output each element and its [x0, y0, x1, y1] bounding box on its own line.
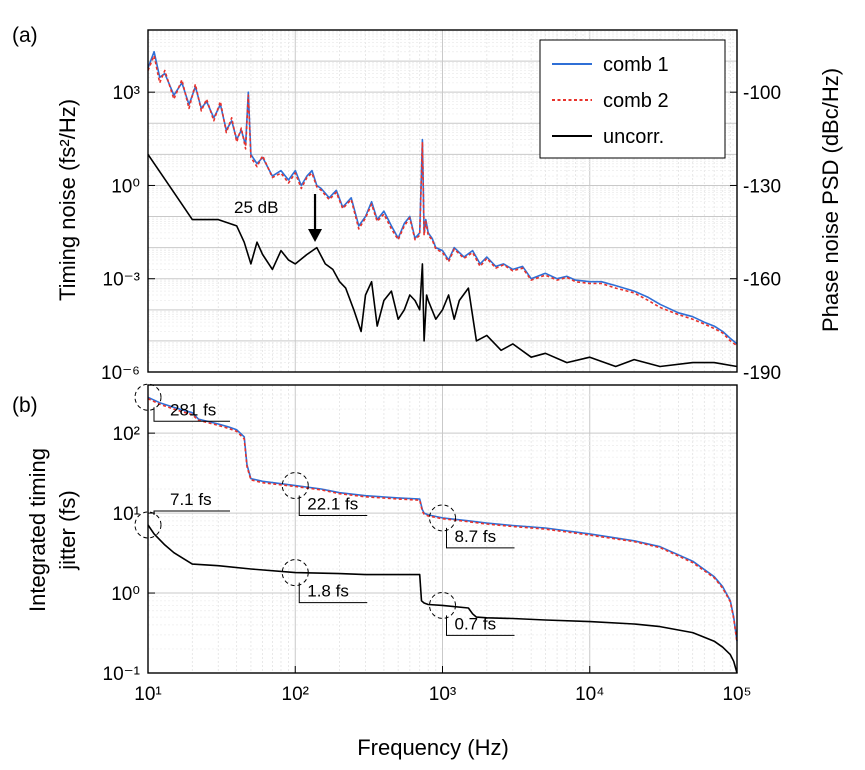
- legend: comb 1 comb 2 uncorr.: [539, 39, 726, 159]
- legend-label: comb 1: [603, 54, 669, 76]
- annotation-25-db: 25 dB: [234, 198, 278, 217]
- x-tick-label: 10²: [282, 684, 309, 705]
- panel-a-right-y-tick-label: -160: [743, 270, 781, 291]
- panel-a-right-y-axis-label: Phase noise PSD (dBc/Hz): [818, 68, 843, 332]
- panel-b-ticks: 10⁻¹ 10⁰ 10¹ 10² 10¹ 10² 10³ 10⁴ 10⁵: [103, 424, 752, 705]
- panel-a-right-y-tick-label: -130: [743, 176, 781, 197]
- annotation-label: 281 fs: [170, 400, 216, 419]
- panel-a-series-line: [147, 153, 738, 368]
- panel-b-annotations: 281 fs 22.1 fs 8.7 fs 7.1 fs 1.8 fs 0.7 fs: [134, 383, 515, 636]
- annotation-label: 0.7 fs: [455, 614, 497, 633]
- panel-a-frame: [147, 29, 738, 373]
- annotation-leader: [446, 615, 515, 636]
- panel-a-right-y-tick-label: -100: [743, 83, 781, 104]
- panel-a-y-tick-label: 10⁻⁶: [101, 363, 140, 384]
- panel-b-y-tick-label: 10⁰: [111, 584, 140, 605]
- panel-a-grid: [148, 30, 737, 372]
- annotation-label: 22.1 fs: [307, 495, 358, 514]
- annotation-leader: [153, 510, 230, 515]
- x-tick-label: 10⁴: [575, 684, 604, 705]
- panel-b-label: (b): [12, 394, 38, 417]
- panel-a-series-line: [147, 54, 738, 347]
- panel-a-y-tick-label: 10⁰: [111, 176, 140, 197]
- x-tick-label: 10³: [429, 684, 456, 705]
- annotation-circle: [429, 591, 456, 619]
- annotation-leader: [298, 582, 368, 604]
- panel-a-y-tick-label: 10³: [113, 83, 140, 104]
- panel-b-series: [147, 396, 738, 674]
- annotation-leader: [298, 495, 368, 517]
- panel-a-label: (a): [12, 24, 38, 47]
- x-axis-label: Frequency (Hz): [357, 735, 509, 760]
- panel-a-ticks: 10⁻⁶ -190 10⁻³ -160 10⁰ -130 10³ -100: [101, 83, 781, 384]
- annotation-label: 8.7 fs: [455, 527, 497, 546]
- annotation-circle: [281, 559, 309, 587]
- panel-a-y-tick-label: 10⁻³: [103, 270, 141, 291]
- annotation-circle: [134, 511, 162, 539]
- panel-b-y-tick-label: 10¹: [113, 504, 140, 525]
- panel-b-y-tick-label: 10²: [113, 424, 140, 445]
- x-tick-label: 10¹: [134, 684, 161, 705]
- annotation-arrowhead: [308, 229, 323, 242]
- annotation-circle: [134, 383, 162, 411]
- annotation-label: 1.8 fs: [307, 582, 349, 601]
- legend-label: comb 2: [603, 90, 669, 112]
- panel-a-series: [147, 50, 738, 368]
- legend-label: uncorr.: [603, 126, 664, 148]
- annotation-leader: [153, 407, 230, 422]
- panel-b-y-tick-label: 10⁻¹: [103, 664, 141, 685]
- panel-a-right-y-tick-label: -190: [743, 363, 781, 384]
- panel-b-y-axis-label-line1: Integrated timing: [25, 448, 50, 612]
- annotation-leader: [446, 527, 515, 549]
- panel-a-annotations: 25 dB: [234, 194, 323, 242]
- panel-b-grid: [148, 385, 737, 673]
- panel-b-series-line: [147, 396, 738, 642]
- panel-a-y-axis-label: Timing noise (fs²/Hz): [55, 99, 80, 301]
- annotation-label: 7.1 fs: [170, 490, 212, 509]
- panel-b-series-line: [147, 397, 738, 643]
- panel-b-series-line: [147, 524, 738, 674]
- panel-b-y-axis-label-line2: jitter (fs): [55, 490, 80, 570]
- annotation-circle: [281, 472, 309, 500]
- panel-b-integrated-jitter: 10⁻¹ 10⁰ 10¹ 10² 10¹ 10² 10³ 10⁴ 10⁵ (b) Integra…: [12, 383, 752, 760]
- annotation-circle: [429, 504, 456, 532]
- x-tick-label: 10⁵: [722, 684, 751, 705]
- panel-a-timing-noise: 10⁻⁶ -190 10⁻³ -160 10⁰ -130 10³ -100 (a) Timin…: [12, 24, 843, 384]
